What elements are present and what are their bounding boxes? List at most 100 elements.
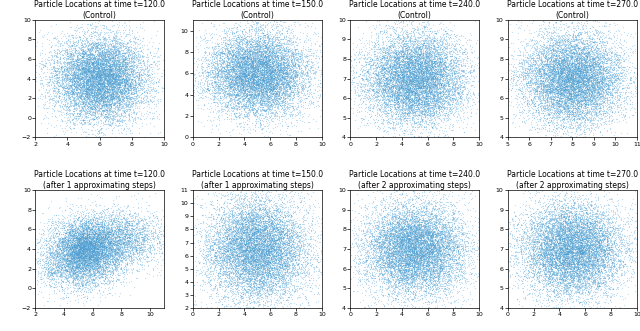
- Point: [221, 226, 232, 232]
- Point: [65, 83, 75, 88]
- Point: [398, 243, 408, 249]
- Point: [234, 224, 244, 229]
- Point: [121, 228, 131, 233]
- Point: [263, 84, 273, 90]
- Point: [559, 70, 569, 75]
- Point: [93, 60, 103, 66]
- Point: [299, 304, 309, 309]
- Point: [341, 84, 351, 89]
- Point: [236, 80, 246, 85]
- Point: [600, 252, 610, 257]
- Point: [230, 82, 240, 87]
- Point: [76, 80, 86, 86]
- Point: [92, 253, 102, 258]
- Point: [271, 96, 281, 101]
- Point: [94, 227, 104, 232]
- Point: [405, 231, 415, 236]
- Point: [379, 71, 389, 76]
- Point: [240, 50, 250, 55]
- Point: [577, 68, 588, 73]
- Point: [189, 282, 199, 288]
- Point: [74, 255, 84, 260]
- Point: [388, 259, 398, 264]
- Point: [275, 18, 285, 24]
- Point: [76, 242, 86, 248]
- Point: [73, 81, 83, 86]
- Point: [82, 229, 92, 234]
- Point: [273, 92, 283, 98]
- Point: [271, 54, 282, 60]
- Point: [271, 235, 281, 240]
- Point: [397, 225, 408, 231]
- Point: [388, 304, 398, 309]
- Point: [386, 263, 396, 268]
- Point: [226, 41, 236, 46]
- Point: [66, 99, 76, 104]
- Point: [284, 228, 294, 233]
- Point: [251, 80, 261, 86]
- Point: [432, 243, 442, 248]
- Point: [264, 85, 274, 90]
- Point: [362, 258, 372, 263]
- Point: [550, 233, 561, 238]
- Point: [303, 23, 313, 28]
- Point: [107, 41, 117, 46]
- Point: [556, 235, 566, 240]
- Point: [577, 82, 588, 87]
- Point: [271, 310, 281, 315]
- Point: [35, 237, 45, 242]
- Point: [394, 59, 404, 65]
- Point: [412, 244, 422, 250]
- Point: [559, 215, 569, 220]
- Point: [401, 118, 412, 123]
- Point: [586, 253, 596, 258]
- Point: [87, 83, 97, 88]
- Point: [394, 269, 404, 274]
- Point: [237, 81, 247, 86]
- Point: [96, 69, 106, 74]
- Point: [268, 240, 278, 245]
- Point: [294, 180, 304, 185]
- Point: [612, 93, 623, 98]
- Point: [248, 232, 258, 237]
- Point: [412, 220, 422, 225]
- Point: [545, 115, 556, 120]
- Point: [397, 75, 408, 80]
- Point: [379, 245, 389, 250]
- Point: [279, 55, 289, 60]
- Point: [269, 239, 280, 244]
- Point: [392, 234, 403, 239]
- Point: [100, 30, 110, 36]
- Point: [531, 271, 541, 276]
- Point: [275, 232, 285, 237]
- Point: [413, 216, 424, 222]
- Point: [435, 72, 445, 77]
- Point: [240, 267, 250, 272]
- Point: [60, 64, 70, 69]
- Point: [252, 73, 262, 78]
- Point: [129, 242, 140, 248]
- Point: [560, 78, 570, 84]
- Point: [438, 62, 448, 67]
- Point: [586, 82, 596, 87]
- Point: [49, 240, 60, 245]
- Point: [516, 234, 527, 239]
- Point: [219, 222, 229, 227]
- Point: [240, 175, 250, 180]
- Point: [94, 214, 104, 219]
- Point: [609, 238, 620, 243]
- Point: [534, 23, 544, 28]
- Point: [281, 257, 291, 262]
- Point: [422, 107, 433, 112]
- Point: [69, 271, 79, 277]
- Point: [278, 68, 288, 73]
- Point: [574, 220, 584, 225]
- Point: [116, 45, 126, 51]
- Point: [596, 268, 606, 274]
- Point: [67, 82, 77, 87]
- Point: [563, 256, 573, 261]
- Point: [452, 82, 463, 88]
- Point: [558, 57, 568, 63]
- Point: [593, 80, 604, 86]
- Point: [75, 70, 85, 75]
